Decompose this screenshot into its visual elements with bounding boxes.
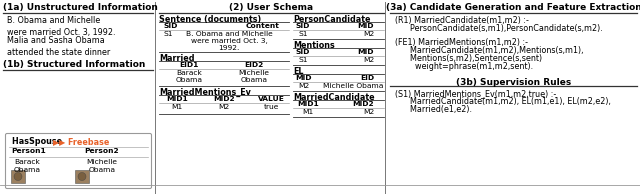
Text: Malia and Sasha Obama
attended the state dinner: Malia and Sasha Obama attended the state…	[7, 36, 110, 57]
Text: (1a) Unstructured Information: (1a) Unstructured Information	[3, 3, 158, 12]
Text: HasSpouse: HasSpouse	[12, 137, 65, 146]
Text: (2) User Schema: (2) User Schema	[229, 3, 314, 12]
Text: Married: Married	[159, 54, 195, 63]
Text: (FE1) MarriedMentions(m1,m2) :-: (FE1) MarriedMentions(m1,m2) :-	[395, 38, 528, 47]
Bar	[11, 170, 25, 183]
Text: MID1: MID1	[297, 101, 319, 107]
Text: VALUE: VALUE	[257, 96, 284, 102]
Text: MarriedCandidate(m1,m2),Mentions(s,m1),: MarriedCandidate(m1,m2),Mentions(s,m1),	[395, 46, 584, 55]
Text: MID1: MID1	[166, 96, 188, 102]
Text: SID: SID	[296, 23, 310, 29]
Text: (3a) Candidate Generation and Feature Extraction: (3a) Candidate Generation and Feature Ex…	[386, 3, 640, 12]
Text: S1: S1	[298, 57, 308, 63]
Text: MarriedMentions_Ev: MarriedMentions_Ev	[159, 88, 251, 97]
Text: M2: M2	[363, 57, 374, 63]
Text: Person2: Person2	[84, 148, 119, 154]
Text: MarriedCandidate(m1,m2), EL(m1,e1), EL(m2,e2),: MarriedCandidate(m1,m2), EL(m1,e1), EL(m…	[395, 97, 611, 106]
Text: Barack
Obama: Barack Obama	[13, 159, 40, 173]
Text: Sentence (documents): Sentence (documents)	[159, 15, 261, 24]
Text: true: true	[263, 104, 278, 110]
Text: M1: M1	[302, 109, 314, 115]
Text: (3b) Supervision Rules: (3b) Supervision Rules	[456, 78, 571, 87]
Text: MID2: MID2	[353, 101, 374, 107]
Text: B. Obama and Michelle
were married Oct. 3, 1992.: B. Obama and Michelle were married Oct. …	[7, 16, 115, 37]
Text: SID: SID	[296, 49, 310, 55]
Text: Michelle Obama: Michelle Obama	[323, 83, 383, 89]
Text: B. Obama and Michelle
were married Oct. 3,
1992.: B. Obama and Michelle were married Oct. …	[186, 31, 273, 51]
Text: Mentions: Mentions	[293, 41, 335, 50]
Circle shape	[14, 173, 22, 181]
Text: Content: Content	[245, 23, 279, 29]
Text: MID2: MID2	[213, 96, 235, 102]
Text: Michelle
Obama: Michelle Obama	[239, 70, 269, 83]
Text: ▶▶ Freebase: ▶▶ Freebase	[53, 137, 109, 146]
FancyBboxPatch shape	[6, 134, 152, 189]
Text: EID: EID	[360, 75, 374, 81]
Circle shape	[78, 173, 86, 181]
Text: S1: S1	[298, 31, 308, 37]
Text: MID: MID	[358, 49, 374, 55]
Text: MID: MID	[358, 23, 374, 29]
Text: M2: M2	[363, 109, 374, 115]
Text: EL: EL	[293, 67, 303, 76]
Text: Person1: Person1	[12, 148, 46, 154]
Text: Mentions(s,m2),Sentence(s,sent): Mentions(s,m2),Sentence(s,sent)	[395, 54, 542, 63]
Text: M2: M2	[363, 31, 374, 37]
Text: MID: MID	[295, 75, 311, 81]
Text: Barack
Obama: Barack Obama	[175, 70, 202, 83]
Text: weight=phrase(m1,m2,sent).: weight=phrase(m1,m2,sent).	[395, 62, 533, 71]
Text: EID1: EID1	[179, 62, 198, 68]
Text: M2: M2	[218, 104, 230, 110]
Text: PersonCandidate(s,m1),PersonCandidate(s,m2).: PersonCandidate(s,m1),PersonCandidate(s,…	[395, 24, 603, 33]
Text: (1b) Structured Information: (1b) Structured Information	[3, 60, 145, 69]
Text: PersonCandidate: PersonCandidate	[293, 15, 371, 24]
Text: M1: M1	[172, 104, 182, 110]
Text: MarriedCandidate: MarriedCandidate	[293, 93, 374, 102]
Text: M2: M2	[298, 83, 309, 89]
Text: (S1) MarriedMentions_Ev(m1,m2,true) :-: (S1) MarriedMentions_Ev(m1,m2,true) :-	[395, 89, 556, 98]
Text: S1: S1	[164, 31, 173, 37]
Text: Married(e1,e2).: Married(e1,e2).	[395, 105, 472, 114]
Text: SID: SID	[164, 23, 179, 29]
Text: (R1) MarriedCandidate(m1,m2) :-: (R1) MarriedCandidate(m1,m2) :-	[395, 16, 529, 25]
Text: Michelle
Obama: Michelle Obama	[86, 159, 118, 173]
Text: EID2: EID2	[244, 62, 264, 68]
Bar	[75, 170, 89, 183]
